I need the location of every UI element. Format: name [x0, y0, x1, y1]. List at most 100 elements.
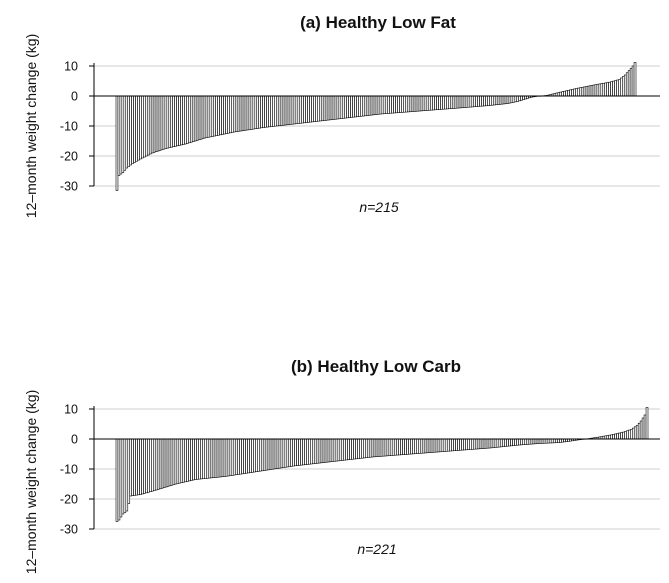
- bar: [612, 80, 615, 97]
- bar: [573, 88, 576, 97]
- y-tick-label: -10: [60, 463, 78, 477]
- bar: [631, 65, 635, 97]
- bar: [427, 438, 431, 453]
- bar: [176, 95, 179, 147]
- bar: [561, 91, 564, 97]
- y-tick-label: -30: [60, 180, 78, 194]
- bar: [547, 438, 551, 444]
- bar: [510, 438, 513, 447]
- bar: [490, 438, 494, 449]
- bar: [276, 438, 280, 469]
- y-tick-label: -30: [60, 523, 78, 537]
- bar: [569, 89, 572, 97]
- bar: [588, 85, 592, 97]
- y-tick-label: 0: [71, 433, 78, 447]
- bar: [465, 95, 469, 108]
- bar: [424, 95, 428, 111]
- bar: [448, 95, 451, 110]
- bar: [225, 95, 228, 134]
- bar: [213, 438, 217, 478]
- bar: [352, 95, 355, 118]
- bar: [390, 438, 394, 456]
- bar: [481, 95, 484, 107]
- bar: [627, 70, 631, 97]
- y-tick-label: -20: [60, 150, 78, 164]
- bar: [270, 438, 274, 470]
- bar: [584, 86, 588, 97]
- bar: [565, 90, 568, 97]
- bar: [225, 438, 229, 477]
- bar: [327, 438, 331, 463]
- bar: [137, 95, 140, 161]
- bar: [262, 438, 266, 471]
- bar: [516, 95, 520, 102]
- bar: [535, 438, 539, 444]
- bar: [200, 438, 203, 480]
- bar: [125, 95, 129, 169]
- bar: [504, 95, 508, 105]
- bar: [524, 438, 527, 445]
- panel-title: (a) Healthy Low Fat: [300, 13, 456, 32]
- bar: [512, 95, 516, 103]
- bars: [115, 407, 649, 522]
- bar: [623, 74, 627, 97]
- bar: [459, 438, 462, 451]
- bar: [580, 87, 584, 97]
- bar: [410, 438, 413, 455]
- bar: [264, 95, 267, 128]
- bar: [440, 95, 443, 110]
- bar: [293, 95, 297, 125]
- bar: [618, 432, 621, 440]
- bar: [237, 438, 240, 475]
- bar: [283, 95, 287, 126]
- bar: [332, 95, 336, 120]
- bar: [268, 95, 271, 128]
- bar: [301, 95, 304, 124]
- bar: [219, 438, 223, 478]
- bar: [123, 438, 127, 513]
- bar: [260, 95, 263, 129]
- bar: [459, 95, 463, 109]
- bar: [320, 95, 324, 122]
- bar: [637, 422, 641, 440]
- bar: [333, 438, 337, 462]
- bar: [359, 438, 362, 459]
- bar: [313, 95, 316, 122]
- bar: [416, 95, 420, 112]
- bar: [420, 95, 424, 112]
- bar: [405, 95, 408, 113]
- bar: [156, 95, 160, 152]
- bar: [302, 438, 305, 466]
- bar: [221, 95, 224, 135]
- bar: [389, 95, 392, 114]
- bar: [117, 438, 121, 521]
- bar: [447, 438, 451, 452]
- y-axis-label: 12–month weight change (kg): [23, 34, 39, 218]
- bar: [348, 95, 351, 118]
- bar: [500, 95, 504, 105]
- bar: [319, 438, 323, 464]
- bar: [643, 414, 647, 440]
- bar: [472, 438, 476, 450]
- bar: [282, 438, 286, 468]
- bar: [620, 77, 623, 97]
- bar: [251, 438, 254, 473]
- bar: [313, 438, 317, 464]
- y-ticks: 10 0 -10 -20 -30: [60, 403, 94, 537]
- y-tick-label: 0: [71, 90, 78, 104]
- bar: [248, 95, 252, 130]
- bar: [309, 95, 312, 123]
- y-tick-label: 10: [64, 403, 78, 417]
- bar: [174, 438, 178, 485]
- bar: [131, 438, 134, 497]
- bar: [240, 95, 244, 132]
- bar: [612, 434, 615, 440]
- bar: [397, 95, 400, 113]
- y-tick-label: -20: [60, 493, 78, 507]
- bar: [555, 438, 558, 443]
- bar: [231, 438, 235, 476]
- bar: [180, 95, 183, 146]
- bar: [401, 95, 404, 113]
- bar: [421, 438, 425, 454]
- bar: [473, 95, 476, 108]
